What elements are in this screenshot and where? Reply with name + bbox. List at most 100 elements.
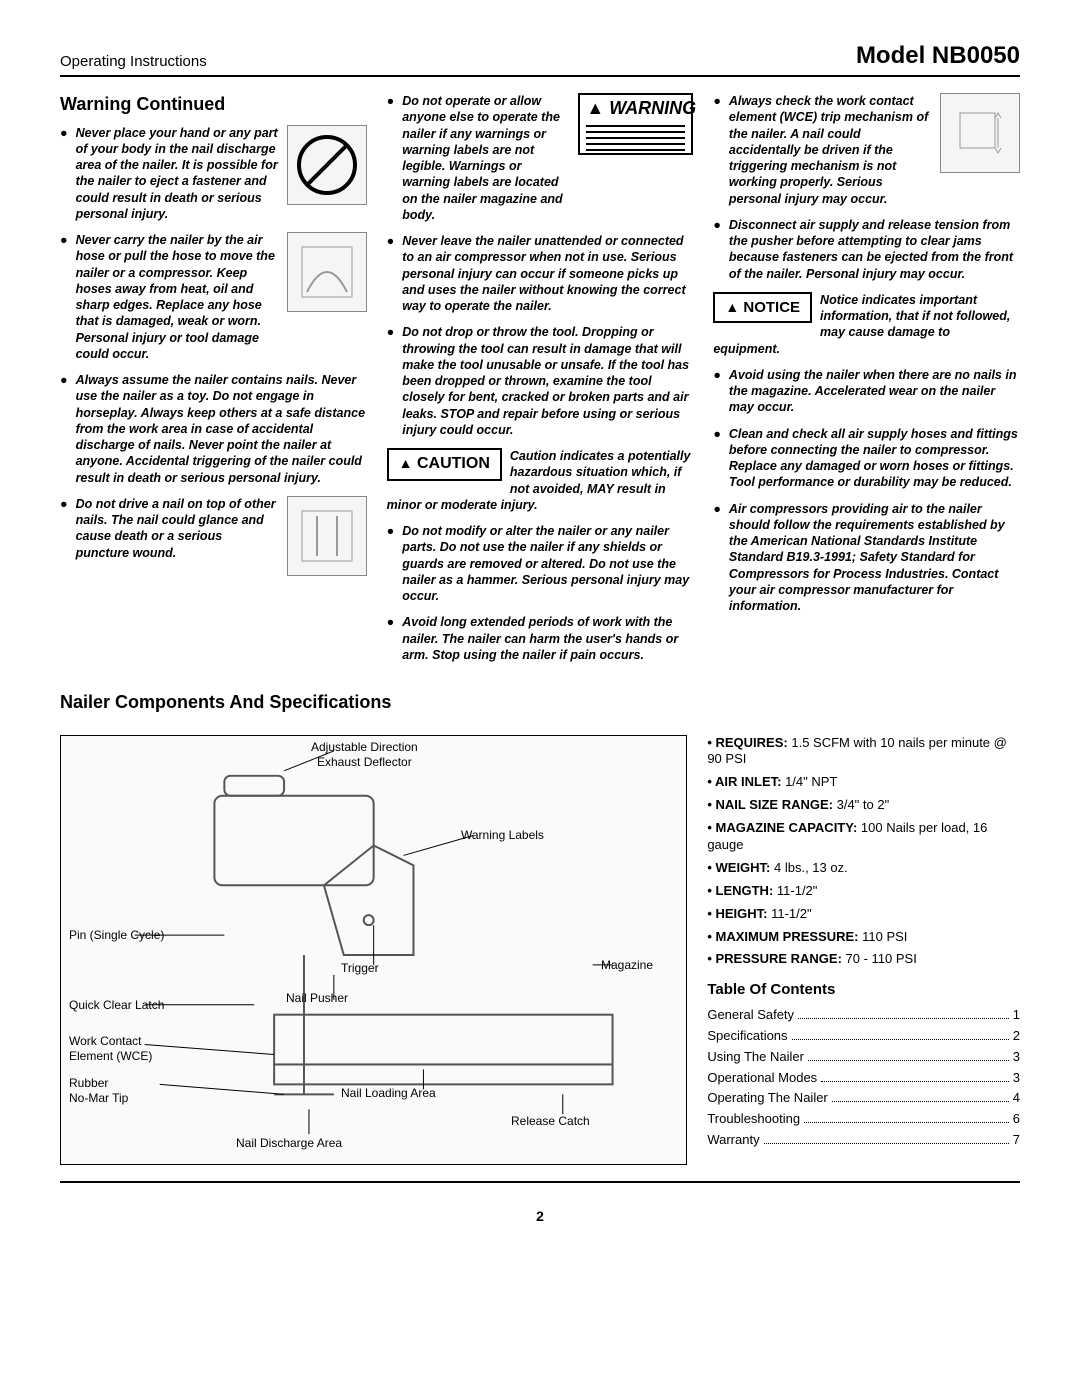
spec-value: 70 - 110 PSI xyxy=(842,951,917,966)
caution-triangle-icon: ▲ xyxy=(399,455,413,471)
toc-row: Troubleshooting 6 xyxy=(707,1110,1020,1128)
main-columns: Warning Continued Never place your hand … xyxy=(60,93,1020,673)
toc-page: 2 xyxy=(1013,1028,1020,1045)
header-right: Model NB0050 xyxy=(856,40,1020,71)
toc-page: 1 xyxy=(1013,1007,1020,1024)
c3-item-2-text: Disconnect air supply and release tensio… xyxy=(729,217,1020,282)
toc-label: Specifications xyxy=(707,1028,787,1045)
spec-item: NAIL SIZE RANGE: 3/4" to 2" xyxy=(707,797,1020,814)
toc-page: 3 xyxy=(1013,1049,1020,1066)
header-left: Operating Instructions xyxy=(60,52,207,72)
dlabel-quick-clear: Quick Clear Latch xyxy=(69,998,164,1014)
toc-row: Using The Nailer3 xyxy=(707,1048,1020,1066)
dlabel-magazine: Magazine xyxy=(601,958,653,974)
column-2: Do not operate or allow anyone else to o… xyxy=(387,93,694,673)
toc-label: Troubleshooting xyxy=(707,1111,800,1128)
nailer-diagram: Adjustable Direction Exhaust Deflector W… xyxy=(60,735,687,1165)
spec-key: NAIL SIZE RANGE: xyxy=(716,797,834,812)
c2-item-3: Do not drop or throw the tool. Dropping … xyxy=(387,324,694,438)
notice-label-text: NOTICE xyxy=(743,299,800,316)
dlabel-exhaust: Adjustable Direction Exhaust Deflector xyxy=(311,740,418,771)
toc-page: 4 xyxy=(1013,1090,1020,1107)
caution-label-box: ▲ CAUTION xyxy=(387,448,502,481)
spec-list: REQUIRES: 1.5 SCFM with 10 nails per min… xyxy=(707,735,1020,969)
spec-key: REQUIRES: xyxy=(716,735,788,750)
toc-dots xyxy=(764,1131,1009,1144)
dlabel-nail-loading: Nail Loading Area xyxy=(341,1086,436,1102)
dlabel-pin: Pin (Single Cycle) xyxy=(69,928,164,944)
c1-item-4: Do not drive a nail on top of other nail… xyxy=(60,496,367,576)
spec-value: 11-1/2" xyxy=(773,883,817,898)
c1-item-3: Always assume the nailer contains nails.… xyxy=(60,372,367,486)
c3-item-4-text: Clean and check all air supply hoses and… xyxy=(729,426,1020,491)
c1-item-2-text: Never carry the nailer by the air hose o… xyxy=(76,233,275,361)
spec-value: 11-1/2" xyxy=(768,906,812,921)
components-heading: Nailer Components And Specifications xyxy=(60,691,1020,714)
notice-label-box: ▲ NOTICE xyxy=(713,292,812,324)
spec-key: WEIGHT: xyxy=(716,860,771,875)
c2-item-2-text: Never leave the nailer unattended or con… xyxy=(402,233,693,314)
toc-label: General Safety xyxy=(707,1007,794,1024)
page-header: Operating Instructions Model NB0050 xyxy=(60,40,1020,77)
prohibition-icon xyxy=(297,135,357,195)
warning-triangle-icon: ▲ xyxy=(586,98,604,118)
spec-key: MAGAZINE CAPACITY: xyxy=(716,820,858,835)
column-3: Always check the work contact element (W… xyxy=(713,93,1020,673)
c1-item-1: Never place your hand or any part of you… xyxy=(60,125,367,223)
c2-item-2: Never leave the nailer unattended or con… xyxy=(387,233,694,314)
toc-label: Operational Modes xyxy=(707,1070,817,1087)
spec-key: LENGTH: xyxy=(716,883,774,898)
toc-dots xyxy=(792,1027,1009,1040)
spec-key: MAXIMUM PRESSURE: xyxy=(716,929,859,944)
hose-illustration xyxy=(287,232,367,312)
c3-item-5-text: Air compressors providing air to the nai… xyxy=(729,501,1020,615)
warning-lines-icon xyxy=(586,125,685,151)
toc-dots xyxy=(832,1089,1009,1102)
c1-item-1-text: Never place your hand or any part of you… xyxy=(76,126,278,221)
c3-item-2: Disconnect air supply and release tensio… xyxy=(713,217,1020,282)
c3-item-1-text: Always check the work contact element (W… xyxy=(729,94,928,206)
nail-on-nail-illustration xyxy=(287,496,367,576)
dlabel-rubber: Rubber No-Mar Tip xyxy=(69,1076,128,1107)
toc-row: Warranty7 xyxy=(707,1131,1020,1149)
no-hand-illustration xyxy=(287,125,367,205)
toc-heading: Table Of Contents xyxy=(707,980,1020,1000)
toc-row: Specifications 2 xyxy=(707,1027,1020,1045)
c2-item-5: Avoid long extended periods of work with… xyxy=(387,614,694,663)
c3-item-5: Air compressors providing air to the nai… xyxy=(713,501,1020,615)
spec-key: AIR INLET: xyxy=(715,774,781,789)
c1-item-4-text: Do not drive a nail on top of other nail… xyxy=(76,497,276,560)
c3-item-3-text: Avoid using the nailer when there are no… xyxy=(729,367,1020,416)
diagram-section: Adjustable Direction Exhaust Deflector W… xyxy=(60,735,1020,1165)
toc-label: Warranty xyxy=(707,1132,759,1149)
spec-item: MAGAZINE CAPACITY: 100 Nails per load, 1… xyxy=(707,820,1020,854)
spec-item: LENGTH: 11-1/2" xyxy=(707,883,1020,900)
toc-row: Operating The Nailer4 xyxy=(707,1089,1020,1107)
spec-item: REQUIRES: 1.5 SCFM with 10 nails per min… xyxy=(707,735,1020,769)
page-number: 2 xyxy=(60,1207,1020,1225)
toc-page: 6 xyxy=(1013,1111,1020,1128)
dlabel-warning-labels: Warning Labels xyxy=(461,828,544,844)
bottom-rule xyxy=(60,1181,1020,1183)
spec-key: PRESSURE RANGE: xyxy=(716,951,842,966)
spec-item: HEIGHT: 11-1/2" xyxy=(707,906,1020,923)
table-of-contents: General Safety 1 Specifications 2 Using The … xyxy=(707,1006,1020,1149)
toc-page: 3 xyxy=(1013,1070,1020,1087)
dlabel-nail-discharge: Nail Discharge Area xyxy=(236,1136,342,1152)
wce-illustration xyxy=(940,93,1020,173)
toc-dots xyxy=(798,1006,1009,1019)
c2-item-4: Do not modify or alter the nailer or any… xyxy=(387,523,694,604)
dlabel-wce: Work Contact Element (WCE) xyxy=(69,1034,152,1065)
specs-and-toc: REQUIRES: 1.5 SCFM with 10 nails per min… xyxy=(707,735,1020,1153)
spec-item: AIR INLET: 1/4" NPT xyxy=(707,774,1020,791)
caution-label-text: CAUTION xyxy=(417,455,490,472)
c1-item-2: Never carry the nailer by the air hose o… xyxy=(60,232,367,362)
caution-callout: ▲ CAUTION Caution indicates a potentiall… xyxy=(387,448,694,513)
spec-value: 3/4" to 2" xyxy=(833,797,889,812)
column-1: Warning Continued Never place your hand … xyxy=(60,93,367,673)
spec-value: 1/4" NPT xyxy=(781,774,837,789)
spec-item: MAXIMUM PRESSURE: 110 PSI xyxy=(707,929,1020,946)
c2-item-4-text: Do not modify or alter the nailer or any… xyxy=(402,523,693,604)
c3-item-3: Avoid using the nailer when there are no… xyxy=(713,367,1020,416)
toc-dots xyxy=(808,1048,1009,1061)
